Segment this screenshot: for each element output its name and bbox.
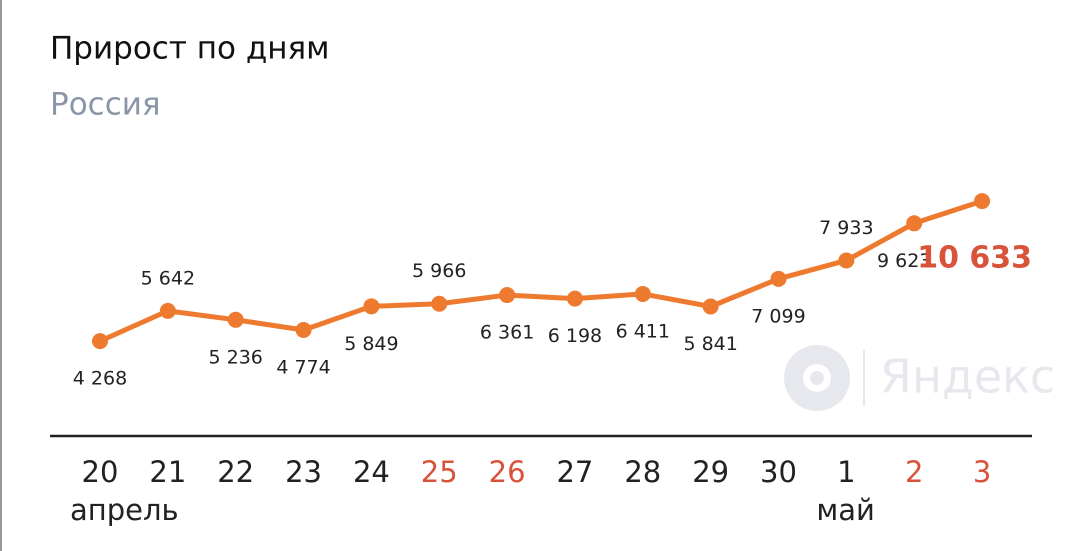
x-tick-label: 23 xyxy=(285,455,322,489)
value-label: 4 268 xyxy=(73,368,127,390)
value-label: 5 849 xyxy=(344,333,398,355)
x-tick-label: 2 xyxy=(905,455,923,489)
chart-title: Прирост по дням xyxy=(50,31,330,67)
x-tick-label: 3 xyxy=(973,455,991,489)
x-tick-label: 30 xyxy=(760,455,797,489)
x-tick-label: 27 xyxy=(556,455,593,489)
x-tick-label: 29 xyxy=(692,455,729,489)
point xyxy=(92,333,108,350)
x-tick-label: 20 xyxy=(82,455,119,489)
x-tick-label: 21 xyxy=(149,455,186,489)
value-label: 6 361 xyxy=(480,322,534,344)
value-label: 4 774 xyxy=(276,356,330,378)
x-tick-label: 26 xyxy=(489,455,526,489)
x-tick-label: 28 xyxy=(624,455,661,489)
x-tick-label: 22 xyxy=(217,455,254,489)
x-tick-label: 1 xyxy=(837,455,855,489)
month-label: апрель xyxy=(70,493,179,527)
point xyxy=(974,193,991,210)
watermark-logo-inner xyxy=(803,364,831,392)
value-label: 9 623 xyxy=(877,250,931,272)
watermark-logo xyxy=(784,345,850,411)
point xyxy=(159,302,176,319)
month-label: май xyxy=(816,493,875,527)
point xyxy=(702,298,719,315)
watermark-text: Яндекс xyxy=(880,350,1055,404)
chart-subtitle: Россия xyxy=(50,87,161,123)
line xyxy=(98,198,983,344)
value-label: 5 841 xyxy=(683,333,737,355)
point xyxy=(906,215,923,232)
value-label: 5 966 xyxy=(412,260,466,282)
value-label: 6 198 xyxy=(548,325,602,347)
point xyxy=(499,287,516,304)
point xyxy=(431,295,448,312)
value-label: 5 236 xyxy=(208,346,262,368)
watermark: Яндекс xyxy=(784,345,1055,411)
point xyxy=(295,321,312,338)
value-label: 7 933 xyxy=(819,217,873,239)
point xyxy=(566,290,583,307)
x-tick-label: 24 xyxy=(353,455,390,489)
value-label: 5 642 xyxy=(141,267,195,289)
point xyxy=(838,252,855,269)
value-label: 7 099 xyxy=(751,305,805,327)
point xyxy=(363,298,380,315)
value-label: 6 411 xyxy=(616,320,670,342)
x-tick-label: 25 xyxy=(421,455,458,489)
point xyxy=(634,285,651,302)
watermark-logo-dot xyxy=(810,371,824,385)
point xyxy=(227,311,244,328)
point xyxy=(770,270,787,287)
value-label: 10 633 xyxy=(917,241,1032,276)
